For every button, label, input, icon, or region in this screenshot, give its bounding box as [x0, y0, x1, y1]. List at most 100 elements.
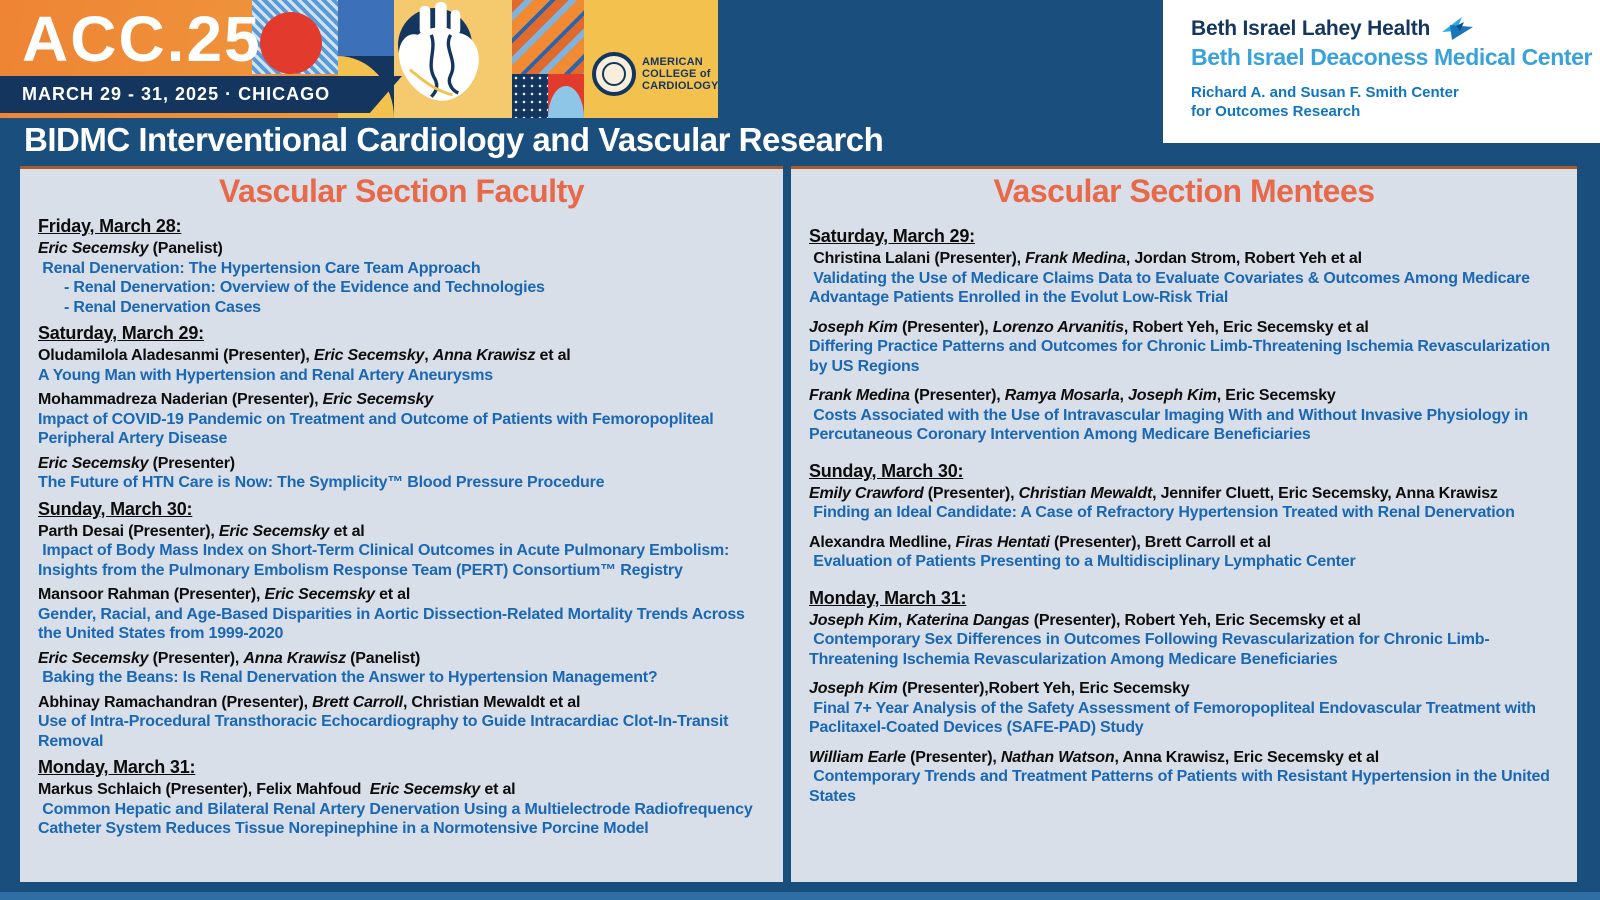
presentation-title: Renal Denervation: The Hypertension Care… — [38, 259, 481, 277]
author-text: (Presenter), Brett Carroll et al — [1049, 533, 1271, 551]
bilh-health-text: Beth Israel Lahey Health — [1191, 17, 1431, 40]
presentation-authors: Eric Secemsky (Presenter), Anna Krawisz … — [38, 649, 767, 669]
presentation-title: - Renal Denervation: Overview of the Evi… — [64, 279, 545, 297]
session-date: Saturday, March 29: — [809, 226, 975, 246]
author-name-italic: Joseph Kim — [809, 318, 898, 336]
presentation-title: Gender, Racial, and Age-Based Disparitie… — [38, 605, 749, 643]
faculty-panel-title: Vascular Section Faculty — [218, 173, 585, 209]
author-text: Christina Lalani (Presenter), — [809, 250, 1026, 267]
author-text: , — [897, 611, 907, 629]
author-text: Markus Schlaich (Presenter), Felix Mahfo… — [38, 781, 370, 799]
presentation-title: - Renal Denervation Cases — [64, 298, 261, 316]
presentation-title: Final 7+ Year Analysis of the Safety Ass… — [809, 699, 1541, 737]
author-name-italic: Anna Krawisz — [432, 347, 536, 365]
author-name-italic: Eric Secemsky — [322, 391, 434, 409]
presentation-entry: Eric Secemsky (Panelist) Renal Denervati… — [38, 239, 767, 317]
bidmc-name: Beth Israel Deaconess Medical Center — [1191, 44, 1593, 70]
author-name-italic: Lorenzo Arvanitis — [992, 318, 1124, 336]
presentation-entry: William Earle (Presenter), Nathan Watson… — [809, 748, 1561, 807]
author-text: Parth Desai (Presenter), — [38, 522, 219, 540]
presentation-authors: Markus Schlaich (Presenter), Felix Mahfo… — [38, 780, 767, 800]
author-name-italic: Joseph Kim — [809, 680, 898, 698]
session-group: Sunday, March 30: Parth Desai (Presenter)… — [38, 499, 767, 752]
footer-accent-strip — [0, 892, 1600, 900]
author-text: (Presenter), — [148, 649, 244, 667]
presentation-authors: Eric Secemsky (Presenter) — [38, 454, 767, 474]
red-circle-tile — [260, 12, 322, 74]
acc25-banner: ACC.25 MARCH 29 - 31, 2025 · CHICAGO AME… — [0, 0, 718, 118]
session-group: Monday, March 31: Joseph Kim, Katerina Da… — [809, 588, 1561, 807]
acc-dates-text: MARCH 29 - 31, 2025 · CHICAGO — [22, 84, 331, 104]
author-text: , — [424, 347, 433, 365]
presentation-title: Common Hepatic and Bilateral Renal Arter… — [38, 800, 757, 838]
presentation-entry: Oludamilola Aladesanmi (Presenter), Eric… — [38, 346, 767, 385]
presentation-title: Finding an Ideal Candidate: A Case of Re… — [809, 504, 1515, 522]
author-text: , Anna Krawisz, Eric Secemsky et al — [1114, 748, 1379, 766]
presentation-title: Costs Associated with the Use of Intrava… — [809, 406, 1533, 444]
author-name-italic: Joseph Kim — [809, 611, 898, 629]
author-name-italic: Ramya Mosarla — [1004, 387, 1120, 405]
session-date: Friday, March 28: — [38, 216, 182, 236]
blue-square-tile — [338, 0, 394, 56]
author-text: Alexandra Medline, — [809, 533, 956, 551]
page-title: BIDMC Interventional Cardiology and Vasc… — [24, 121, 884, 158]
session-group: Saturday, March 29: Christina Lalani (Pr… — [809, 226, 1561, 445]
faculty-panel: Vascular Section Faculty Friday, March 2… — [20, 166, 783, 882]
acc25-logo: ACC.25 — [22, 3, 262, 75]
author-text: et al — [374, 586, 411, 604]
presentation-entry: Joseph Kim, Katerina Dangas (Presenter),… — [809, 611, 1561, 670]
author-text: , Eric Secemsky — [1216, 387, 1336, 405]
heart-illustration — [398, 2, 479, 101]
presentation-title: Evaluation of Patients Presenting to a M… — [809, 553, 1356, 571]
author-name-italic: Katerina Dangas — [906, 611, 1030, 629]
mentees-panel: Vascular Section Mentees Saturday, March… — [791, 166, 1577, 882]
presentation-entry: Abhinay Ramachandran (Presenter), Brett … — [38, 693, 767, 752]
author-name-italic: Eric Secemsky — [38, 240, 149, 257]
session-group: Friday, March 28: Eric Secemsky (Panelist… — [38, 216, 767, 317]
author-text: (Presenter), — [909, 387, 1005, 405]
presentation-title: Validating the Use of Medicare Claims Da… — [809, 269, 1534, 307]
presentation-entry: Emily Crawford (Presenter), Christian Me… — [809, 484, 1561, 523]
smith-center-name: Richard A. and Susan F. Smith Center for… — [1191, 84, 1459, 120]
presentation-authors: Mohammadreza Naderian (Presenter), Eric … — [38, 390, 767, 410]
author-text: , Christian Mewaldt et al — [402, 693, 581, 711]
faculty-panel-body: Friday, March 28: Eric Secemsky (Panelist… — [20, 216, 783, 839]
acc-org-name: AMERICAN COLLEGE of CARDIOLOGY. — [642, 56, 718, 92]
session-group: Sunday, March 30: Emily Crawford (Present… — [809, 461, 1561, 572]
presentation-authors: Alexandra Medline, Firas Hentati (Presen… — [809, 533, 1561, 553]
presentation-authors: Frank Medina (Presenter), Ramya Mosarla,… — [809, 386, 1561, 406]
author-text: et al — [535, 347, 571, 365]
presentation-title: Contemporary Trends and Treatment Patter… — [809, 768, 1554, 805]
bilh-arrow-icon — [1442, 17, 1474, 40]
presentation-title: Impact of COVID-19 Pandemic on Treatment… — [38, 410, 718, 448]
presentation-entry: Joseph Kim (Presenter), Lorenzo Arvaniti… — [809, 318, 1561, 377]
presentation-entry: Mansoor Rahman (Presenter), Eric Secemsk… — [38, 585, 767, 644]
author-text: et al — [480, 781, 516, 799]
author-name-italic: Eric Secemsky — [38, 454, 149, 472]
presentation-authors: Christina Lalani (Presenter), Frank Medi… — [809, 249, 1561, 269]
author-text: Mansoor Rahman (Presenter), — [38, 586, 265, 604]
author-text: (Panelist) — [345, 649, 421, 667]
presentation-entry: Christina Lalani (Presenter), Frank Medi… — [809, 249, 1561, 308]
presentation-title: Use of Intra-Procedural Transthoracic Ec… — [38, 713, 733, 750]
presentation-entry: Parth Desai (Presenter), Eric Secemsky e… — [38, 522, 767, 581]
presentation-authors: Joseph Kim, Katerina Dangas (Presenter),… — [809, 611, 1561, 631]
author-text: (Presenter), — [897, 318, 993, 336]
author-name-italic: Anna Krawisz — [243, 649, 346, 667]
author-name-italic: Eric Secemsky — [218, 522, 330, 540]
diagonal-stripes-tile — [512, 0, 584, 74]
presentation-authors: Joseph Kim (Presenter), Lorenzo Arvaniti… — [809, 318, 1561, 338]
presentation-entry: Eric Secemsky (Presenter), Anna Krawisz … — [38, 649, 767, 688]
presentation-authors: Oludamilola Aladesanmi (Presenter), Eric… — [38, 346, 767, 366]
session-date: Sunday, March 30: — [38, 498, 193, 519]
bilh-logo-box: Beth Israel Lahey Health Beth Israel Dea… — [1163, 0, 1600, 143]
presentation-title: Baking the Beans: Is Renal Denervation t… — [38, 669, 658, 687]
acc-org-logo: AMERICAN COLLEGE of CARDIOLOGY. — [592, 52, 718, 96]
bilh-health-line: Beth Israel Lahey Health — [1191, 16, 1600, 42]
author-name-italic: Eric Secemsky — [38, 649, 149, 667]
author-text: (Presenter),Robert Yeh, Eric Secemsky — [897, 680, 1190, 698]
presentation-title: Contemporary Sex Differences in Outcomes… — [809, 631, 1490, 668]
presentation-entry: Frank Medina (Presenter), Ramya Mosarla,… — [809, 386, 1561, 445]
presentation-authors: Parth Desai (Presenter), Eric Secemsky e… — [38, 522, 767, 542]
presentation-entry: Eric Secemsky (Presenter) The Future of H… — [38, 454, 767, 493]
